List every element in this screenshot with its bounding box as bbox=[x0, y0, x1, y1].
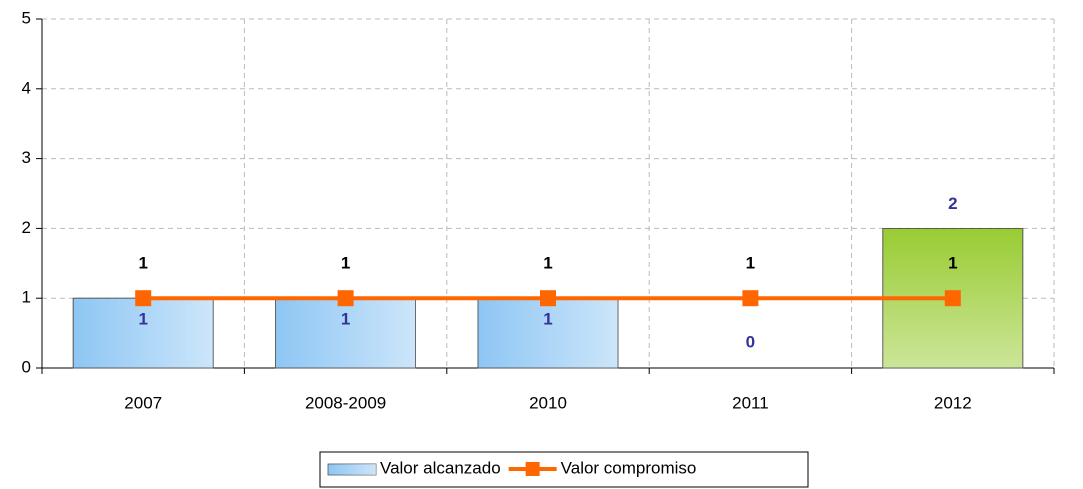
y-tick-label: 5 bbox=[22, 8, 31, 27]
legend-label: Valor alcanzado bbox=[380, 458, 501, 477]
x-tick-label: 2008-2009 bbox=[305, 393, 386, 412]
bar-value-label: 2 bbox=[948, 194, 957, 213]
line-marker bbox=[742, 290, 759, 307]
line-value-label: 1 bbox=[543, 254, 552, 273]
legend-marker bbox=[525, 462, 540, 476]
y-tick-label: 3 bbox=[22, 148, 31, 167]
line-marker bbox=[337, 290, 354, 307]
line-value-label: 1 bbox=[138, 254, 147, 273]
line-marker bbox=[540, 290, 556, 307]
bar-value-label: 1 bbox=[341, 310, 350, 329]
bar-shade bbox=[72, 297, 214, 369]
bar-shade bbox=[477, 297, 619, 369]
line-marker bbox=[135, 290, 152, 307]
line-value-label: 1 bbox=[341, 254, 350, 273]
y-tick-label: 2 bbox=[22, 218, 31, 237]
legend-label: Valor compromiso bbox=[561, 458, 697, 477]
bar-shade bbox=[275, 297, 417, 369]
y-tick-label: 4 bbox=[22, 78, 31, 97]
bar-value-label: 1 bbox=[543, 310, 552, 329]
bar-value-label: 1 bbox=[138, 310, 147, 329]
y-tick-label: 1 bbox=[22, 288, 31, 307]
x-tick-label: 2007 bbox=[124, 393, 162, 412]
x-tick-label: 2012 bbox=[934, 393, 972, 412]
legend-box bbox=[319, 451, 809, 488]
line-marker bbox=[944, 290, 961, 307]
x-tick-label: 2010 bbox=[529, 393, 567, 412]
legend-swatch-shade bbox=[328, 464, 376, 475]
line-value-label: 1 bbox=[746, 254, 755, 273]
x-tick-label: 2011 bbox=[732, 393, 769, 412]
line-value-label: 1 bbox=[948, 254, 957, 273]
y-tick-label: 0 bbox=[22, 357, 31, 376]
bar-value-label: 0 bbox=[746, 332, 755, 351]
